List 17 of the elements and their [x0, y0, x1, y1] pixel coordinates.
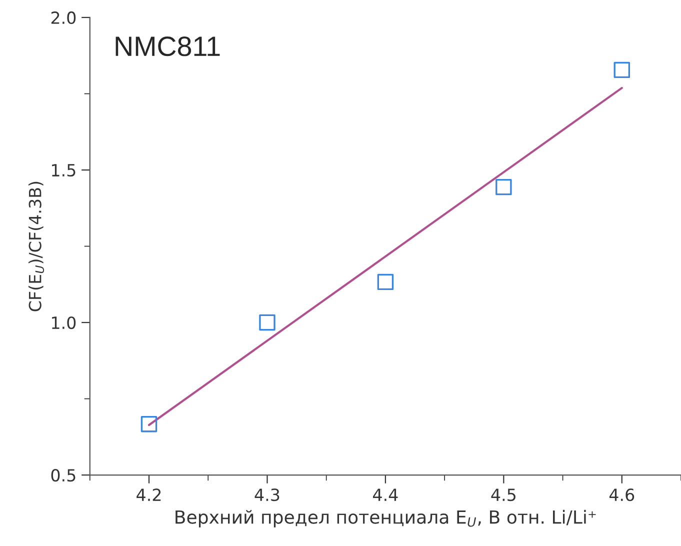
x-tick-label: 4.3: [254, 488, 280, 502]
x-tick-label: 4.2: [136, 488, 161, 501]
x-tick-label: 4.4: [373, 488, 398, 501]
annotation: NMC811: [116, 36, 220, 56]
point: [496, 178, 512, 196]
y-tick-label: 1.5: [52, 164, 76, 177]
point: [140, 416, 158, 432]
point: [259, 314, 276, 331]
y-tick-label: 0.5: [51, 468, 76, 482]
point: [614, 62, 630, 78]
y-tick-label: 2.0: [51, 11, 76, 24]
y-axis-title: CF(E$_{U}$)/CF(4.3B): [28, 182, 44, 312]
x-axis-title: Верхний предел потенциала E$_{U}$, В отн. Li/Li⁺: [176, 510, 596, 528]
x-tick-label: 4.6: [609, 488, 634, 502]
y-tick-label: 1.0: [52, 316, 76, 330]
x-tick-label: 4.5: [491, 488, 516, 502]
point: [377, 274, 394, 290]
